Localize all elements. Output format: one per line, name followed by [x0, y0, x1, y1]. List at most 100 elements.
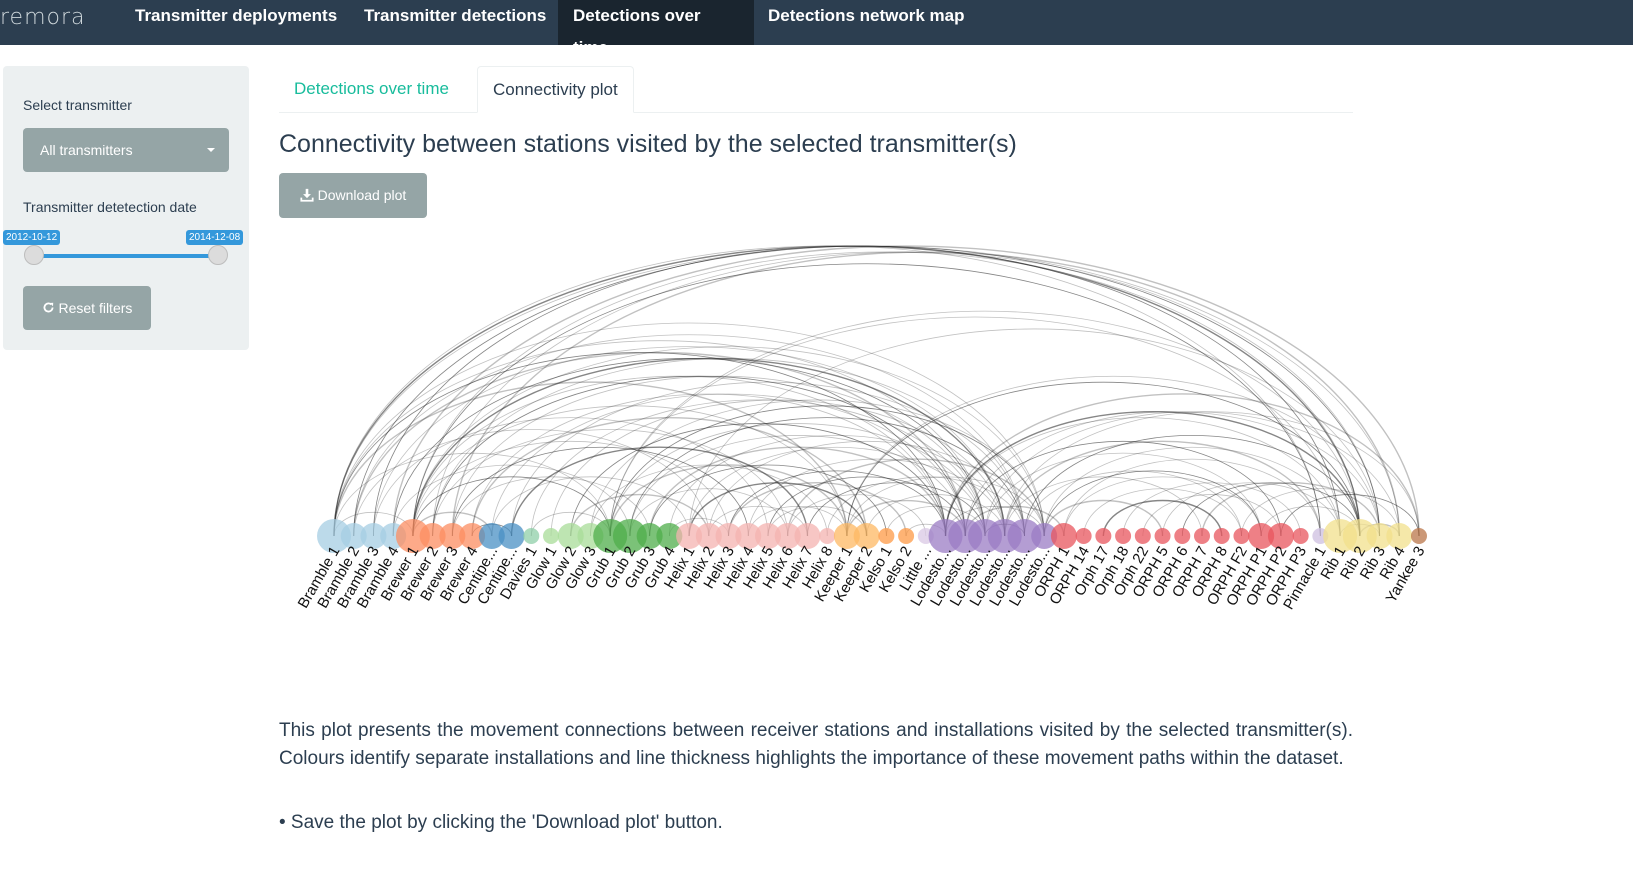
station-node[interactable]: [1213, 528, 1230, 544]
station-node[interactable]: [1233, 528, 1250, 544]
station-node[interactable]: [819, 528, 836, 544]
arc-link: [1004, 476, 1203, 537]
date-range-label: Transmitter detetection date: [23, 199, 197, 215]
station-node[interactable]: [478, 523, 505, 549]
arc-link: [826, 476, 1025, 537]
station-node[interactable]: [735, 523, 762, 549]
station-node[interactable]: [523, 528, 540, 544]
nav-detections-over-time[interactable]: Detections over time: [558, 0, 754, 57]
arc-link: [688, 482, 868, 537]
arc-link: [945, 417, 1341, 537]
station-node[interactable]: [1267, 523, 1294, 549]
arc-link: [1024, 435, 1361, 537]
arc-link: [944, 411, 1361, 537]
station-node[interactable]: [755, 523, 781, 549]
arc-link: [1043, 447, 1341, 537]
station-node[interactable]: [1134, 528, 1151, 544]
station-node[interactable]: [695, 523, 722, 549]
nav-transmitter-deployments[interactable]: Transmitter deployments: [135, 6, 338, 25]
arc-link: [333, 322, 1045, 537]
station-node[interactable]: [833, 523, 860, 549]
station-node[interactable]: [1095, 528, 1112, 544]
station-node[interactable]: [1292, 528, 1309, 544]
caret-down-icon: [207, 148, 215, 152]
station-node[interactable]: [612, 519, 647, 553]
top-navbar: remora Transmitter deployments Transmitt…: [0, 0, 1633, 57]
date-range-track[interactable]: [35, 254, 221, 258]
tab-connectivity-plot[interactable]: Connectivity plot: [477, 66, 634, 113]
arc-link: [1004, 411, 1420, 537]
transmitter-select-value: All transmitters: [40, 142, 133, 158]
station-node[interactable]: [878, 528, 895, 544]
arc-link: [570, 423, 946, 537]
station-node[interactable]: [1075, 528, 1092, 544]
station-node[interactable]: [557, 523, 584, 549]
arc-link: [708, 440, 1025, 537]
station-node[interactable]: [395, 519, 430, 553]
nav-detections-network-map[interactable]: Detections network map: [768, 6, 965, 25]
station-node[interactable]: [1050, 523, 1077, 549]
slider-min-handle[interactable]: [24, 245, 44, 265]
slider-max-handle[interactable]: [208, 245, 228, 265]
station-node[interactable]: [898, 528, 915, 544]
station-node[interactable]: [340, 523, 367, 549]
arc-link: [609, 310, 1361, 537]
tab-detections-over-time[interactable]: Detections over time: [294, 79, 449, 98]
arc-link: [688, 328, 1380, 537]
arc-link: [373, 417, 769, 537]
arc-link: [767, 506, 868, 537]
sidebar-panel: Select transmitter All transmitters Tran…: [3, 66, 249, 350]
arc-link: [333, 340, 986, 537]
arc-link: [510, 446, 809, 537]
station-node[interactable]: [1154, 528, 1171, 544]
station-node[interactable]: [498, 523, 525, 549]
arc-link: [353, 429, 710, 537]
arc-link: [412, 251, 1361, 537]
arc-link: [728, 470, 946, 537]
arc-link: [451, 375, 986, 537]
arc-link: [333, 381, 848, 537]
station-node[interactable]: [1115, 528, 1132, 544]
station-node[interactable]: [656, 523, 683, 549]
arc-link: [846, 381, 1361, 537]
station-node[interactable]: [317, 519, 351, 553]
station-node[interactable]: [1031, 523, 1058, 549]
arc-link: [1004, 441, 1322, 537]
download-hint: • Save the plot by clicking the 'Downloa…: [279, 812, 723, 833]
arc-link: [353, 352, 966, 537]
reset-filters-button[interactable]: Reset filters: [23, 286, 151, 330]
arc-link: [609, 464, 848, 537]
station-node[interactable]: [636, 523, 663, 549]
station-node[interactable]: [360, 523, 387, 549]
station-node[interactable]: [439, 523, 466, 549]
station-node[interactable]: [1411, 528, 1427, 544]
arc-link: [471, 393, 946, 537]
station-node[interactable]: [1386, 523, 1413, 549]
arc-link: [432, 358, 1025, 537]
download-plot-button[interactable]: Download plot: [279, 173, 427, 218]
station-node[interactable]: [1174, 528, 1191, 544]
station-node[interactable]: [1194, 528, 1210, 544]
station-node[interactable]: [419, 523, 446, 549]
station-node[interactable]: [459, 523, 486, 549]
station-node[interactable]: [1342, 519, 1377, 553]
arc-link: [629, 417, 1025, 537]
station-node[interactable]: [1007, 519, 1042, 553]
station-node[interactable]: [1366, 523, 1393, 549]
station-node[interactable]: [774, 523, 801, 549]
nav-transmitter-detections[interactable]: Transmitter detections: [364, 6, 547, 25]
arc-link: [964, 411, 1380, 537]
station-node[interactable]: [543, 528, 559, 544]
station-node[interactable]: [853, 523, 880, 549]
station-node[interactable]: [715, 523, 742, 549]
arc-link: [432, 375, 966, 537]
brand-logo[interactable]: remora: [0, 5, 86, 30]
station-node[interactable]: [794, 523, 821, 549]
arc-link: [747, 506, 848, 537]
select-transmitter-label: Select transmitter: [23, 97, 132, 113]
arc-link: [412, 375, 946, 537]
arc-link: [1241, 488, 1400, 537]
station-node[interactable]: [676, 523, 703, 549]
transmitter-select[interactable]: All transmitters: [23, 128, 229, 172]
station-node[interactable]: [1248, 523, 1275, 549]
